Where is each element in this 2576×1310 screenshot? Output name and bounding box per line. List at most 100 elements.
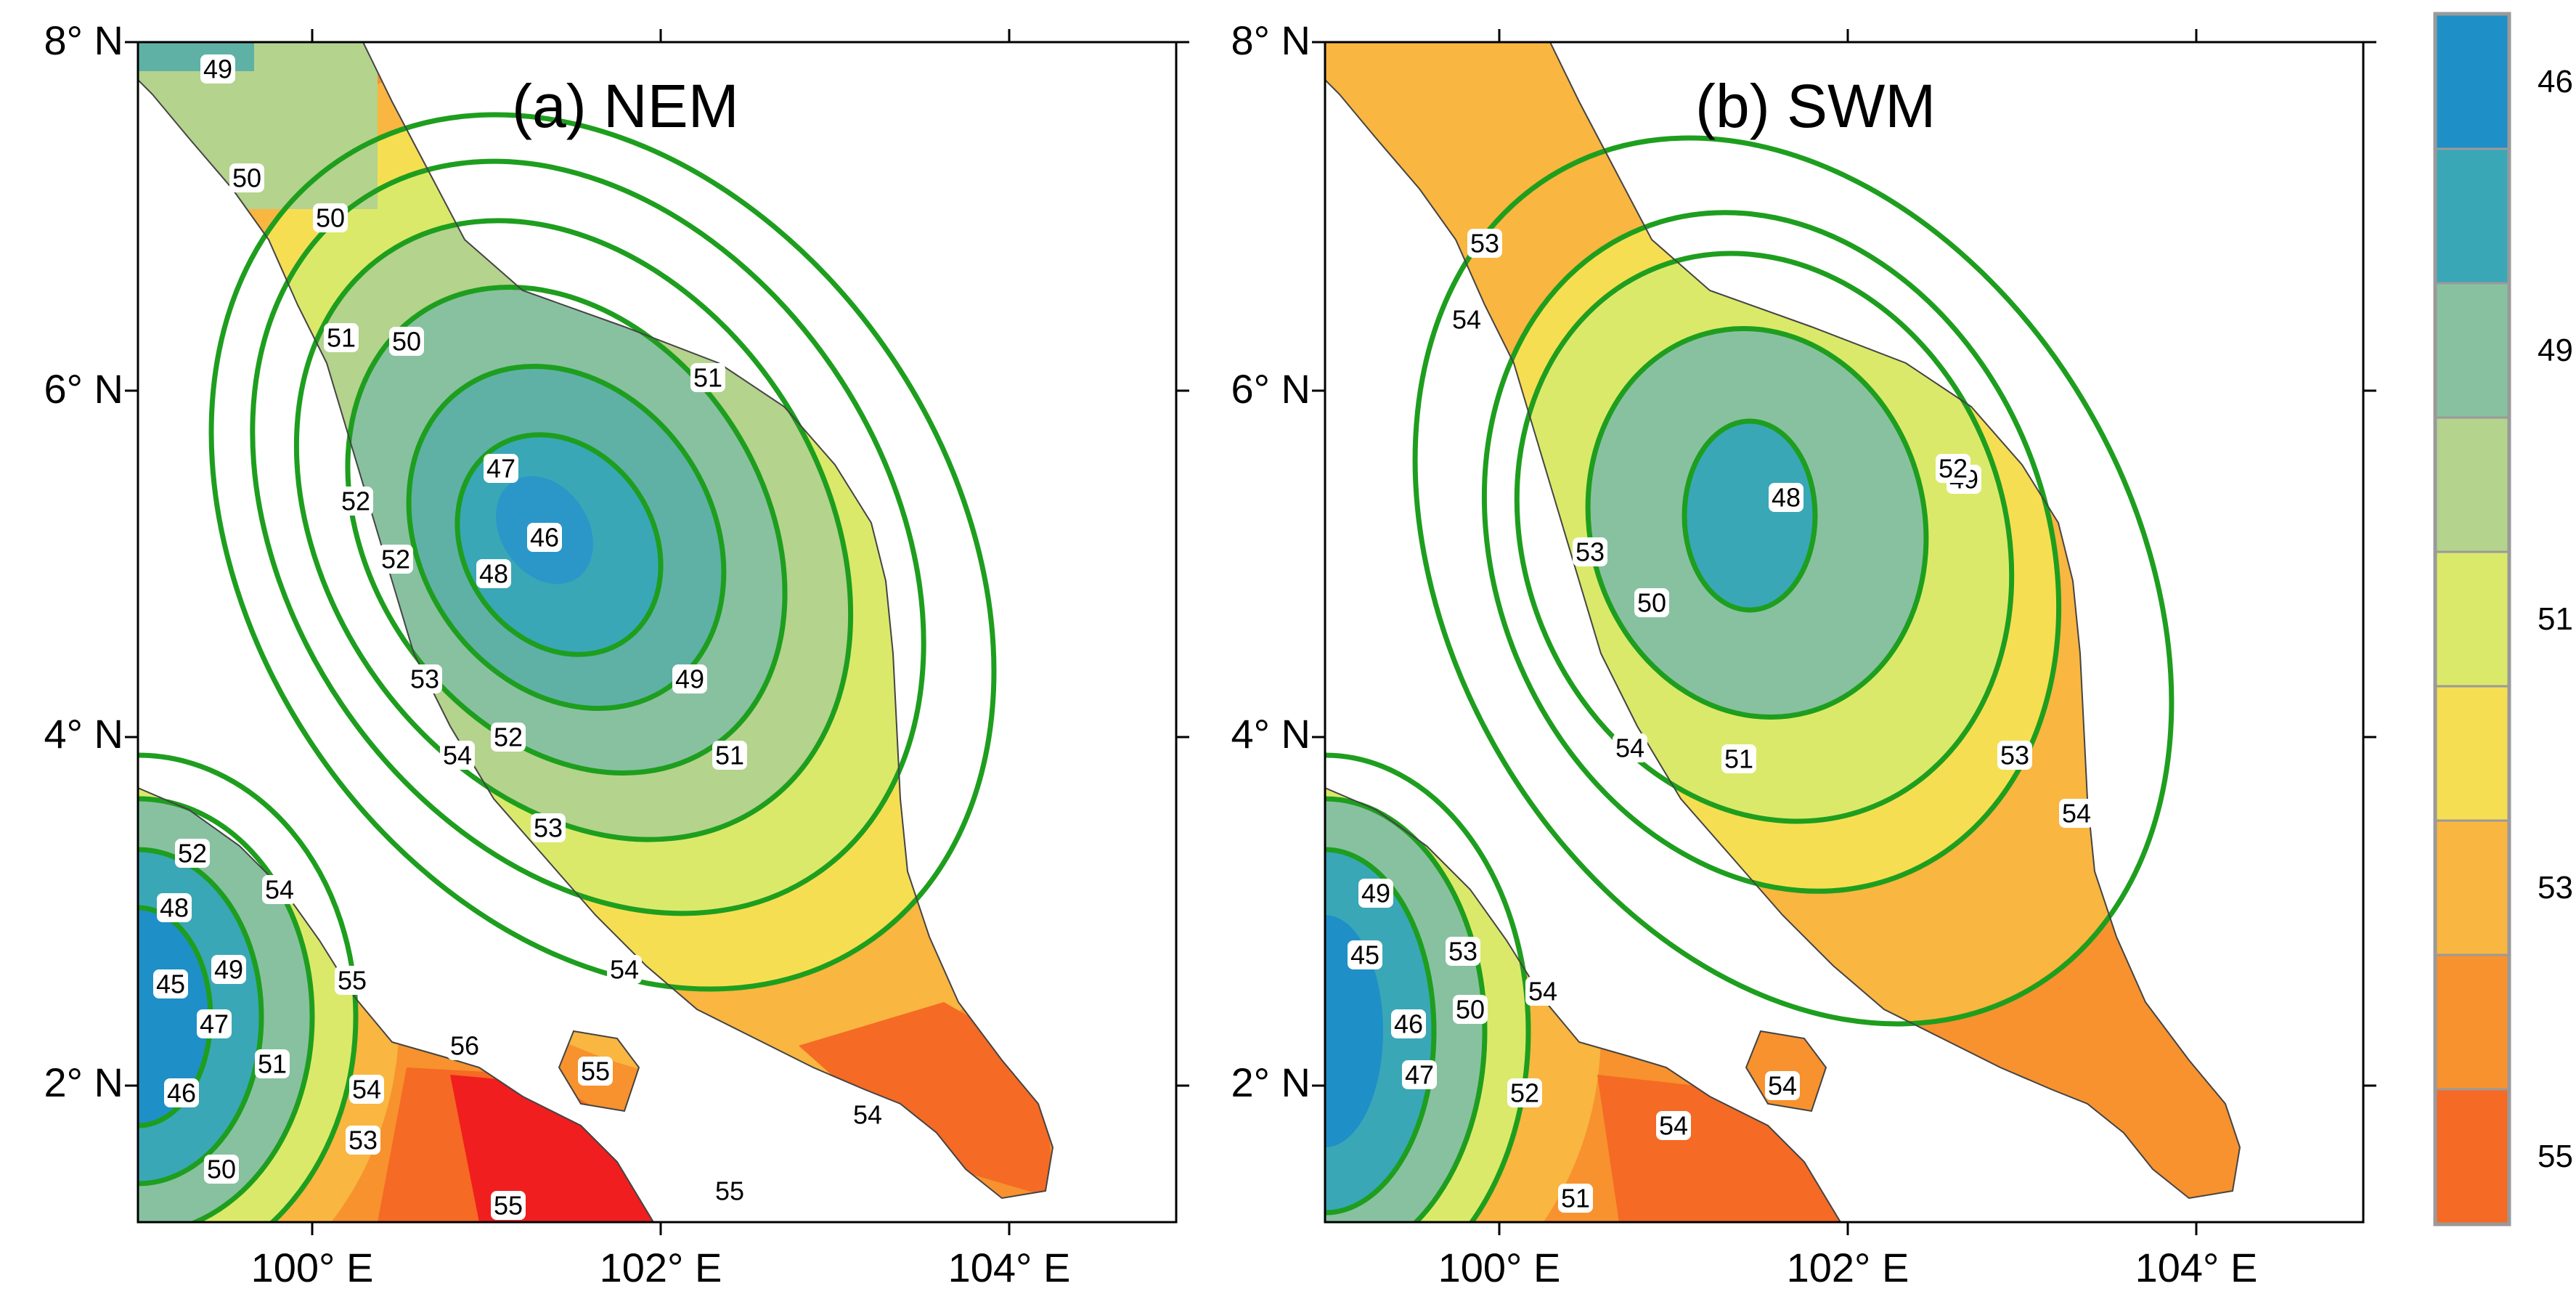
contour-label-text: 48 bbox=[1772, 483, 1801, 513]
contour-label: 52 bbox=[378, 545, 413, 574]
contour-label-text: 48 bbox=[160, 893, 189, 923]
panel-b-ticks bbox=[1312, 29, 2376, 1235]
panel-a-xtick-104e: 104° E bbox=[948, 1245, 1071, 1290]
colorbar: 46 49 51 53 55 bbox=[2433, 12, 2573, 1226]
contour-label-text: 48 bbox=[479, 559, 508, 589]
colorbar-label: 55 bbox=[2538, 1139, 2573, 1174]
panel-b-xtick-104e: 104° E bbox=[2135, 1245, 2258, 1290]
contour-label: 49 bbox=[211, 955, 246, 985]
contour-label: 54 bbox=[1525, 977, 1560, 1006]
contour-label-text: 56 bbox=[450, 1031, 479, 1061]
panel-a-xtick-100e: 100° E bbox=[251, 1245, 374, 1290]
contour-label-text: 55 bbox=[494, 1191, 523, 1221]
contour-label: 49 bbox=[200, 54, 235, 84]
contour-label-text: 54 bbox=[1659, 1111, 1688, 1141]
contour-label: 52 bbox=[1507, 1078, 1542, 1108]
contour-label: 54 bbox=[1449, 305, 1484, 335]
colorbar-segment bbox=[2434, 147, 2510, 285]
panel-b-title: (b) SWM bbox=[1695, 72, 1936, 140]
contour-label: 54 bbox=[850, 1100, 885, 1130]
contour-label: 53 bbox=[407, 664, 442, 694]
colorbar-label: 53 bbox=[2538, 870, 2573, 906]
contour-label: 51 bbox=[324, 323, 359, 353]
contour-label: 54 bbox=[440, 741, 475, 770]
contour-label-text: 50 bbox=[232, 163, 261, 193]
contour-label-text: 54 bbox=[1452, 305, 1481, 335]
contour-label-text: 54 bbox=[1768, 1071, 1797, 1101]
contour-label: 48 bbox=[1769, 483, 1803, 513]
contour-label-text: 45 bbox=[156, 969, 185, 999]
contour-label: 46 bbox=[1391, 1009, 1426, 1039]
contour-label: 56 bbox=[447, 1031, 482, 1061]
colorbar-segment bbox=[2434, 819, 2510, 956]
colorbar-label: 46 bbox=[2538, 64, 2573, 99]
contour-label-text: 52 bbox=[341, 487, 370, 516]
contour-label: 54 bbox=[607, 955, 642, 985]
contour-label: 51 bbox=[712, 741, 747, 770]
contour-label-text: 49 bbox=[214, 955, 243, 985]
contour-label-text: 50 bbox=[316, 203, 345, 233]
panel-b-ytick-6n: 6° N bbox=[1231, 366, 1311, 412]
contour-label-text: 54 bbox=[443, 741, 472, 770]
contour-label-text: 46 bbox=[1394, 1009, 1423, 1039]
contour-label-text: 52 bbox=[1939, 454, 1968, 484]
contour-label-text: 46 bbox=[530, 523, 559, 553]
panel-b-contour-labels: 5354494852535054515354494553544650475254… bbox=[1348, 229, 2094, 1213]
contour-label-text: 50 bbox=[1637, 588, 1666, 618]
contour-label: 51 bbox=[255, 1049, 290, 1079]
contour-label-text: 54 bbox=[2062, 799, 2091, 829]
panel-b-ytick-8n: 8° N bbox=[1231, 17, 1311, 63]
contour-label: 55 bbox=[491, 1191, 526, 1221]
contour-label: 51 bbox=[1558, 1184, 1593, 1213]
contour-label: 54 bbox=[262, 875, 297, 905]
contour-label-text: 54 bbox=[610, 955, 639, 985]
panel-a-ytick-4n: 4° N bbox=[44, 711, 123, 757]
panel-a-ytick-8n: 8° N bbox=[44, 17, 123, 63]
colorbar-segment bbox=[2434, 13, 2510, 150]
contour-label: 54 bbox=[1765, 1071, 1800, 1101]
colorbar-segment bbox=[2434, 953, 2510, 1091]
contour-label: 53 bbox=[346, 1126, 380, 1155]
panel-b-xtick-102e: 102° E bbox=[1787, 1245, 1909, 1290]
contour-label: 49 bbox=[672, 664, 707, 694]
contour-label: 46 bbox=[527, 523, 562, 553]
colorbar-segment bbox=[2434, 282, 2510, 419]
contour-label-text: 53 bbox=[410, 664, 439, 694]
contour-label-text: 55 bbox=[581, 1057, 610, 1086]
panel-a-title: (a) NEM bbox=[512, 72, 739, 140]
contour-label: 53 bbox=[1573, 537, 1607, 567]
contour-label: 53 bbox=[1446, 937, 1480, 967]
contour-label-text: 46 bbox=[167, 1078, 196, 1108]
panel-b-frame bbox=[1324, 41, 2365, 1224]
contour-label: 52 bbox=[175, 839, 210, 868]
panel-a: 49 50 50 51 50 51 47 46 48 52 52 49 51 53 52 54 53 54 54 52… bbox=[44, 17, 1189, 1290]
contour-label-text: 47 bbox=[1405, 1060, 1434, 1090]
panel-a-contour-labels: 49 50 50 51 50 51 47 46 48 52 52 49 51 53 52 54 53 54 54 52… bbox=[153, 54, 885, 1221]
contour-label: 55 bbox=[578, 1057, 613, 1086]
contour-label-text: 52 bbox=[178, 839, 207, 868]
contour-label: 54 bbox=[1656, 1111, 1691, 1141]
contour-label: 50 bbox=[313, 203, 348, 233]
colorbar-label: 49 bbox=[2538, 333, 2573, 368]
panel-a-ytick-6n: 6° N bbox=[44, 366, 123, 412]
panel-b-ytick-2n: 2° N bbox=[1231, 1059, 1311, 1105]
panel-a-xtick-102e: 102° E bbox=[600, 1245, 722, 1290]
contour-label: 45 bbox=[153, 969, 188, 999]
colorbar-segment bbox=[2434, 550, 2510, 688]
contour-label: 52 bbox=[338, 487, 373, 516]
contour-label-text: 51 bbox=[258, 1049, 287, 1079]
panel-a-ticks bbox=[125, 29, 1189, 1235]
contour-label: 55 bbox=[335, 966, 370, 996]
contour-label-text: 47 bbox=[486, 454, 515, 484]
contour-label: 54 bbox=[2059, 799, 2094, 829]
contour-label-text: 53 bbox=[1470, 229, 1499, 259]
contour-label-text: 45 bbox=[1350, 940, 1379, 970]
contour-label: 50 bbox=[229, 163, 264, 193]
contour-label-text: 55 bbox=[715, 1176, 744, 1206]
colorbar-segment bbox=[2434, 685, 2510, 822]
contour-label: 48 bbox=[157, 893, 192, 923]
colorbar-segment bbox=[2434, 416, 2510, 553]
contour-label: 49 bbox=[1358, 879, 1393, 908]
contour-label: 55 bbox=[712, 1176, 747, 1206]
